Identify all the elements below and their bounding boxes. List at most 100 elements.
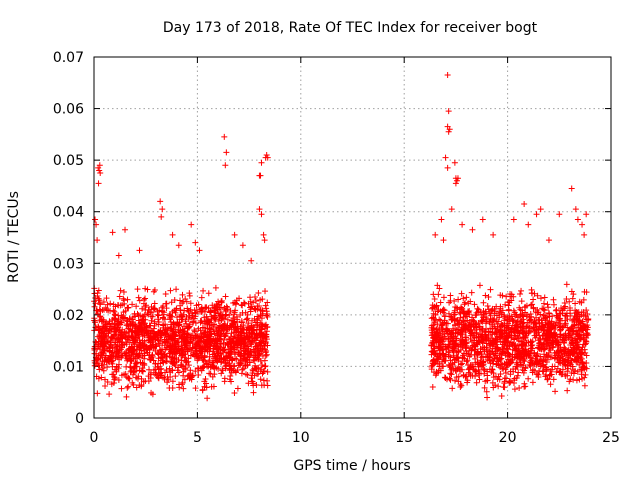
data-point xyxy=(103,295,110,302)
data-point xyxy=(231,231,238,238)
data-point xyxy=(496,354,503,361)
data-point xyxy=(545,304,552,311)
data-point xyxy=(431,319,438,326)
data-point xyxy=(206,332,213,339)
data-point xyxy=(245,380,252,387)
data-point xyxy=(167,314,174,321)
data-point xyxy=(566,336,573,343)
data-point xyxy=(130,353,137,360)
data-point xyxy=(106,344,113,351)
data-point xyxy=(554,354,561,361)
data-point xyxy=(461,350,468,357)
data-point xyxy=(155,374,162,381)
data-point xyxy=(261,363,268,370)
data-point xyxy=(437,308,444,315)
data-point xyxy=(555,315,562,322)
data-point xyxy=(125,375,132,382)
data-point xyxy=(118,335,125,342)
data-point xyxy=(160,322,167,329)
data-point xyxy=(178,335,185,342)
data-point xyxy=(134,286,141,293)
data-point xyxy=(102,305,109,312)
data-point xyxy=(439,346,446,353)
data-point xyxy=(186,323,193,330)
data-point xyxy=(182,341,189,348)
data-point xyxy=(570,291,577,298)
data-point xyxy=(248,257,255,264)
data-point xyxy=(522,364,529,371)
data-point xyxy=(432,231,439,238)
data-point xyxy=(135,294,142,301)
data-point xyxy=(530,296,537,303)
data-point xyxy=(476,282,483,289)
data-point xyxy=(150,288,157,295)
data-point xyxy=(537,356,544,363)
data-point xyxy=(106,320,113,327)
data-point xyxy=(436,285,443,292)
data-point xyxy=(154,364,161,371)
data-point xyxy=(264,377,271,384)
data-point xyxy=(535,344,542,351)
data-point xyxy=(258,159,265,166)
data-point xyxy=(516,330,523,337)
data-point xyxy=(126,329,133,336)
data-point xyxy=(156,329,163,336)
data-point xyxy=(250,326,257,333)
data-point xyxy=(172,309,179,316)
data-point xyxy=(536,367,543,374)
data-point xyxy=(161,375,168,382)
data-point xyxy=(433,302,440,309)
data-point xyxy=(160,309,167,316)
data-point xyxy=(492,348,499,355)
data-point xyxy=(247,352,254,359)
data-point xyxy=(219,313,226,320)
data-point xyxy=(161,329,168,336)
data-point xyxy=(483,310,490,317)
data-point xyxy=(554,365,561,372)
data-point xyxy=(452,180,459,187)
data-point xyxy=(545,349,552,356)
data-point xyxy=(556,316,563,323)
data-point xyxy=(250,389,257,396)
data-point xyxy=(473,368,480,375)
data-point xyxy=(139,305,146,312)
data-point xyxy=(164,324,171,331)
data-point xyxy=(203,304,210,311)
data-point xyxy=(519,342,526,349)
data-point xyxy=(204,395,211,402)
data-point xyxy=(147,357,154,364)
data-point xyxy=(457,361,464,368)
data-point xyxy=(226,367,233,374)
data-point xyxy=(579,327,586,334)
data-point xyxy=(468,338,475,345)
data-point xyxy=(214,358,221,365)
data-point xyxy=(238,370,245,377)
data-point xyxy=(544,375,551,382)
data-point xyxy=(465,309,472,316)
data-point xyxy=(446,126,453,133)
data-point xyxy=(476,376,483,383)
data-point xyxy=(469,226,476,233)
data-point xyxy=(128,367,135,374)
data-point xyxy=(245,345,252,352)
data-point xyxy=(262,288,269,295)
data-point xyxy=(476,324,483,331)
data-point xyxy=(432,359,439,366)
data-point xyxy=(149,351,156,358)
data-point xyxy=(547,381,554,388)
data-point xyxy=(560,348,567,355)
data-point xyxy=(440,309,447,316)
data-point xyxy=(551,355,558,362)
data-point xyxy=(459,360,466,367)
data-point xyxy=(248,317,255,324)
data-point xyxy=(157,350,164,357)
data-point xyxy=(154,311,161,318)
data-point xyxy=(440,237,447,244)
data-point xyxy=(241,340,248,347)
data-point xyxy=(464,357,471,364)
data-point xyxy=(578,371,585,378)
data-point xyxy=(237,311,244,318)
data-point xyxy=(536,316,543,323)
data-point xyxy=(201,378,208,385)
